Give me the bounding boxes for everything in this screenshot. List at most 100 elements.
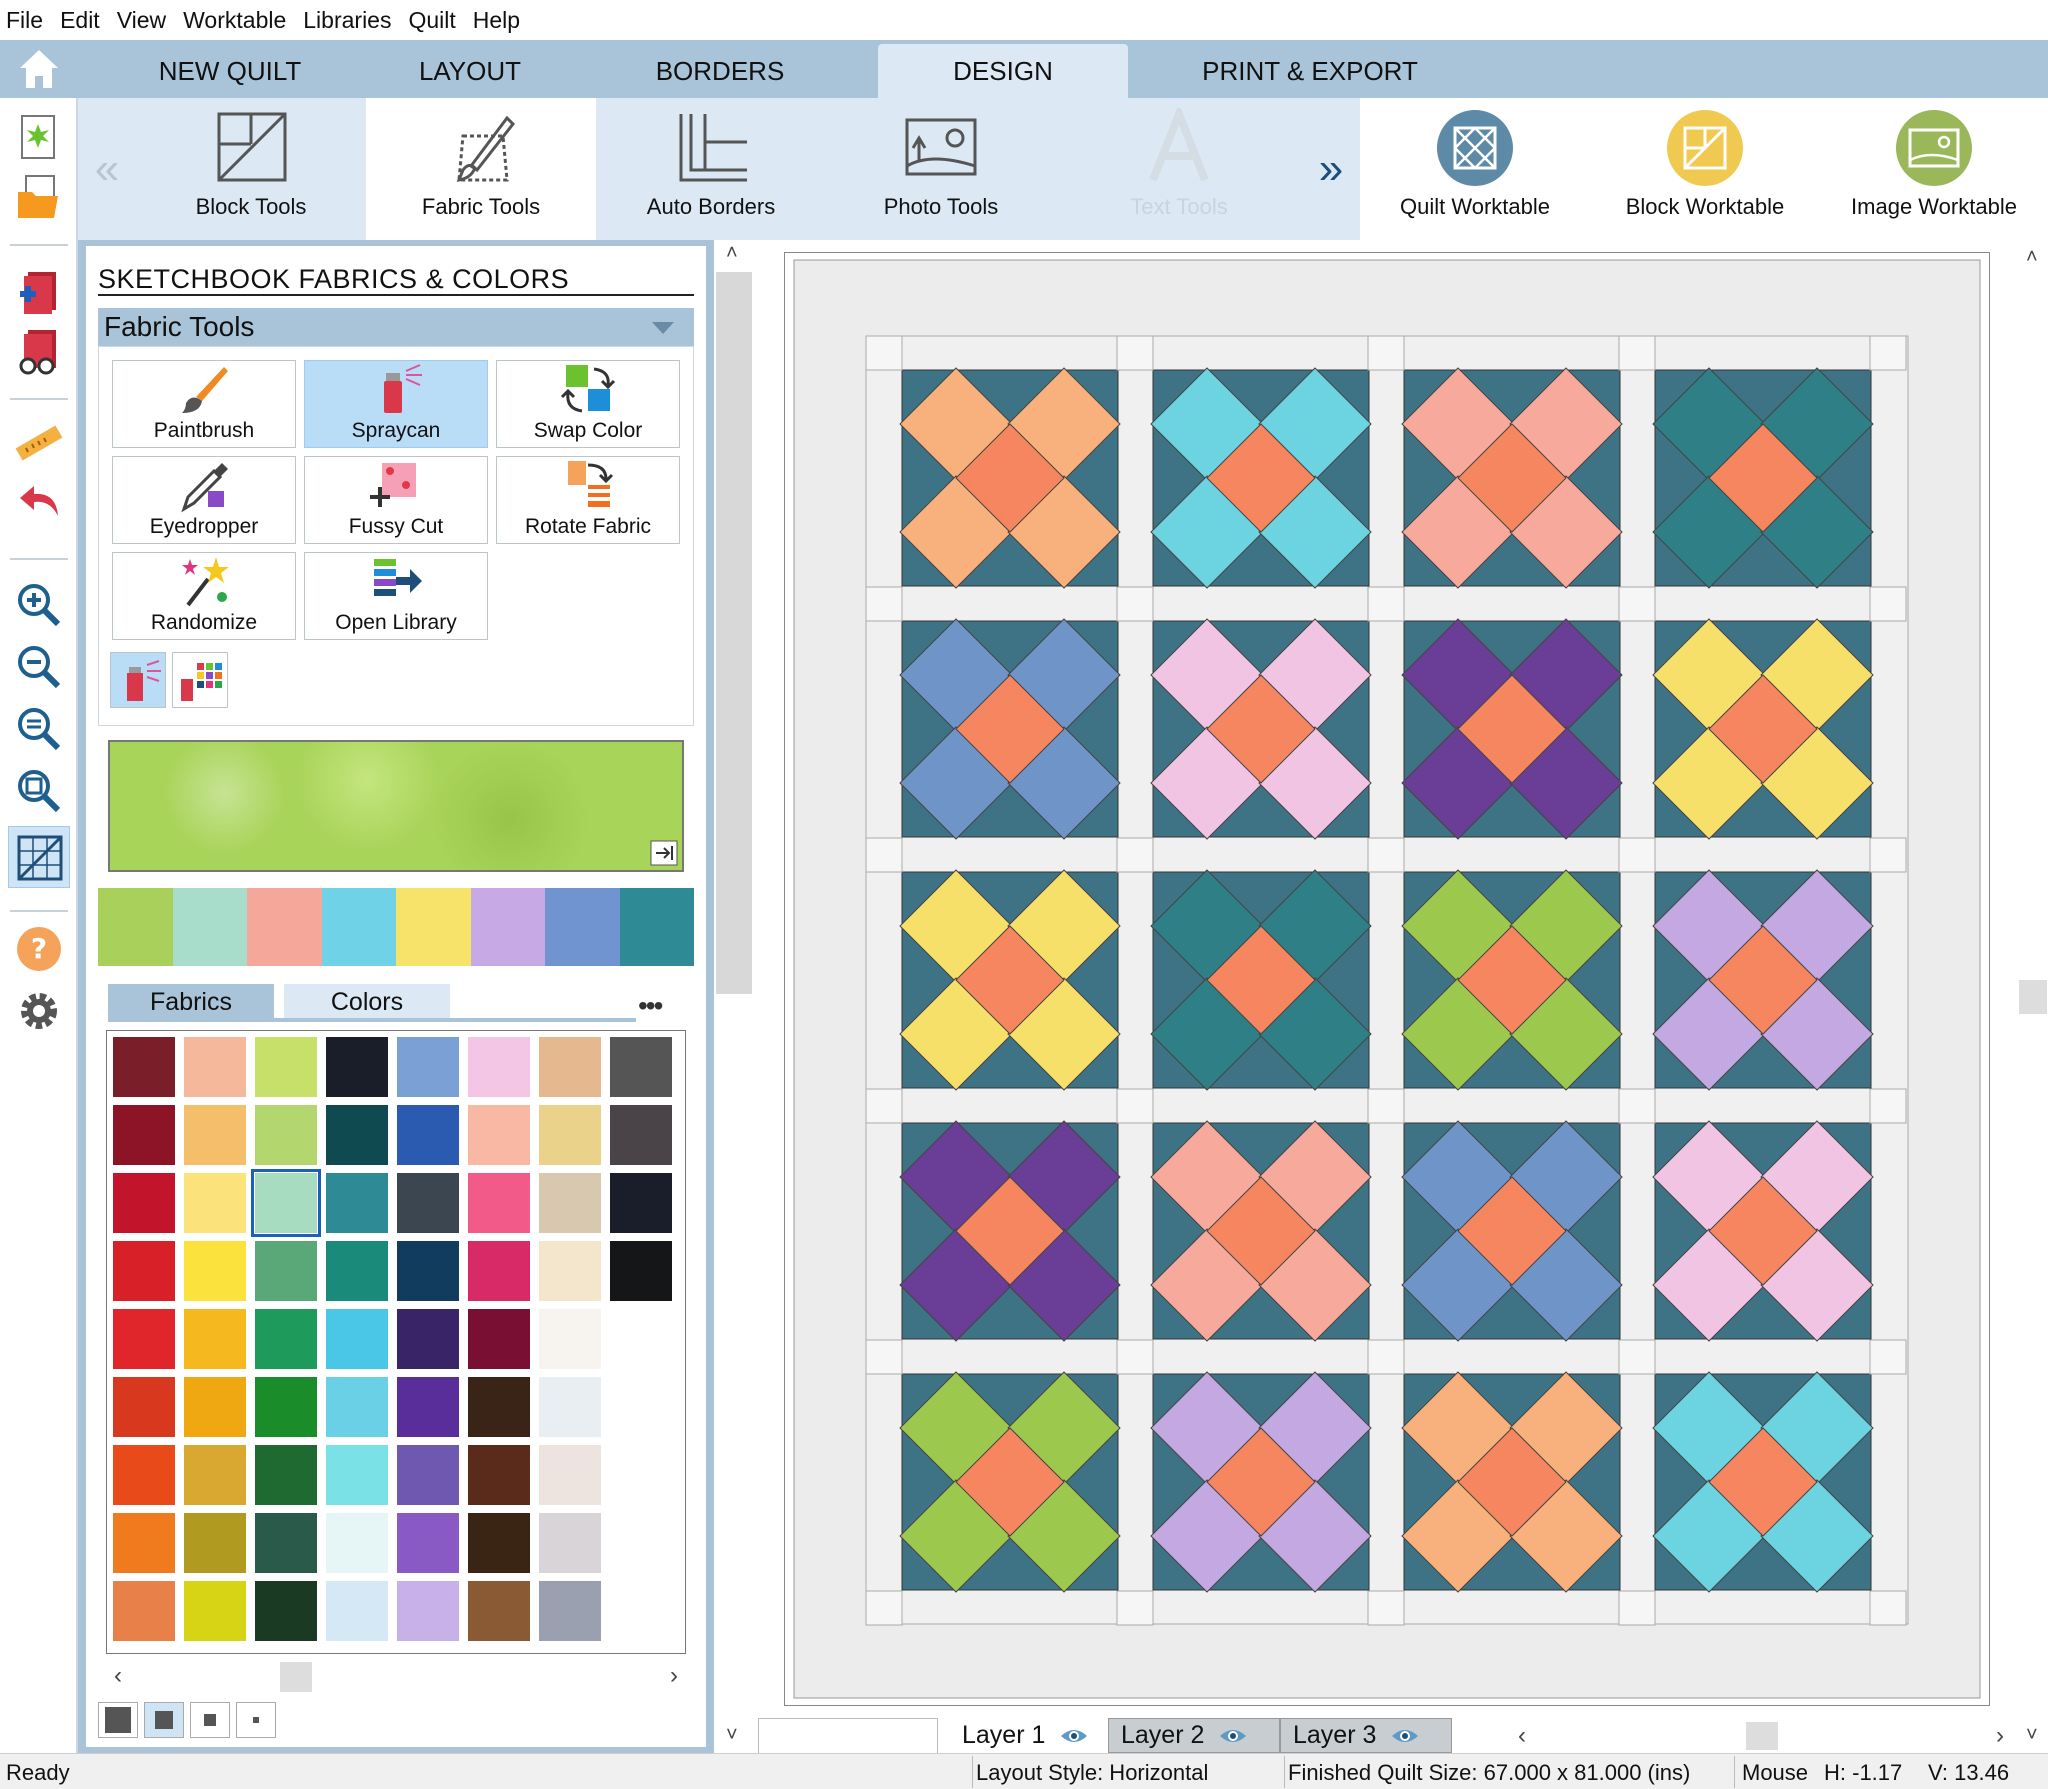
fabric-swatch[interactable] bbox=[610, 1173, 672, 1233]
fabric-swatch[interactable] bbox=[255, 1513, 317, 1573]
fabric-swatch[interactable] bbox=[397, 1581, 459, 1641]
swatch-size-medium[interactable] bbox=[190, 1702, 230, 1738]
quilt-center-patch[interactable] bbox=[955, 1176, 1065, 1286]
fabric-swatch[interactable] bbox=[397, 1037, 459, 1097]
fabric-swatch[interactable] bbox=[397, 1309, 459, 1369]
menu-view[interactable]: View bbox=[116, 6, 167, 33]
fabric-swatch[interactable] bbox=[539, 1513, 601, 1573]
recent-fabric-swatch[interactable] bbox=[172, 888, 247, 966]
fabric-swatch[interactable] bbox=[184, 1037, 246, 1097]
menu-file[interactable]: File bbox=[6, 6, 44, 33]
fabric-swatch[interactable] bbox=[468, 1445, 530, 1505]
fabric-swatch[interactable] bbox=[326, 1173, 388, 1233]
eye-icon[interactable] bbox=[1218, 1726, 1248, 1746]
recent-fabric-swatch[interactable] bbox=[247, 888, 322, 966]
block-tools-button[interactable]: Block Tools bbox=[136, 98, 366, 240]
layer-3-tab[interactable]: Layer 3 bbox=[1280, 1718, 1452, 1753]
add-to-sketchbook-icon[interactable] bbox=[14, 268, 64, 318]
quilt-center-patch[interactable] bbox=[1457, 423, 1567, 533]
quilt-center-patch[interactable] bbox=[955, 925, 1065, 1035]
fabric-tools-button[interactable]: Fabric Tools bbox=[366, 98, 596, 240]
quilt-cornerstone[interactable] bbox=[1618, 586, 1656, 622]
eyedropper-tool[interactable]: Eyedropper bbox=[112, 456, 296, 544]
quilt-cornerstone[interactable] bbox=[1367, 1590, 1405, 1626]
quilt-center-patch[interactable] bbox=[1206, 1427, 1316, 1537]
zoom-refresh-icon[interactable] bbox=[14, 766, 64, 816]
fabric-swatch[interactable] bbox=[326, 1377, 388, 1437]
quilt-center-patch[interactable] bbox=[1206, 925, 1316, 1035]
fabric-swatch[interactable] bbox=[255, 1309, 317, 1369]
recent-fabric-swatch[interactable] bbox=[396, 888, 471, 966]
fabric-swatch[interactable] bbox=[397, 1105, 459, 1165]
quilt-center-patch[interactable] bbox=[1708, 674, 1818, 784]
worktable-horizontal-scrollbar[interactable]: ‹ › bbox=[1510, 1720, 2010, 1752]
quilt-cornerstone[interactable] bbox=[1869, 335, 1907, 371]
quilt-cornerstone[interactable] bbox=[865, 586, 903, 622]
quilt-worktable-button[interactable]: Quilt Worktable bbox=[1360, 98, 1590, 240]
quilt-design[interactable] bbox=[784, 252, 1990, 1706]
ribbon-next-button[interactable]: » bbox=[1302, 98, 1360, 240]
fabric-swatch[interactable] bbox=[468, 1173, 530, 1233]
quilt-center-patch[interactable] bbox=[955, 674, 1065, 784]
settings-icon[interactable] bbox=[14, 986, 64, 1036]
worktable-scroll-down-icon[interactable]: ˅ bbox=[2026, 1724, 2038, 1746]
new-icon[interactable] bbox=[14, 112, 64, 162]
fabric-swatch[interactable] bbox=[184, 1173, 246, 1233]
zoom-fit-icon[interactable] bbox=[14, 704, 64, 754]
quilt-center-patch[interactable] bbox=[1457, 925, 1567, 1035]
worktable-hscroll-thumb[interactable] bbox=[1746, 1722, 1778, 1750]
quilt-cornerstone[interactable] bbox=[1367, 1088, 1405, 1124]
quilt-cornerstone[interactable] bbox=[1869, 586, 1907, 622]
fabric-swatch[interactable] bbox=[397, 1377, 459, 1437]
tab-layout[interactable]: LAYOUT bbox=[418, 55, 522, 86]
scroll-down-icon[interactable]: ˅ bbox=[726, 1724, 738, 1746]
fabric-swatch[interactable] bbox=[610, 1105, 672, 1165]
fabric-swatch[interactable] bbox=[184, 1581, 246, 1641]
recent-fabric-swatch[interactable] bbox=[321, 888, 396, 966]
quilt-center-patch[interactable] bbox=[1457, 674, 1567, 784]
quilt-center-patch[interactable] bbox=[1206, 674, 1316, 784]
quilt-center-patch[interactable] bbox=[1457, 1427, 1567, 1537]
fabric-swatch[interactable] bbox=[184, 1377, 246, 1437]
recent-fabric-swatch[interactable] bbox=[470, 888, 545, 966]
fabric-swatch[interactable] bbox=[255, 1241, 317, 1301]
fabric-swatch[interactable] bbox=[255, 1445, 317, 1505]
swatch-size-small[interactable] bbox=[236, 1702, 276, 1738]
swatch-size-large[interactable] bbox=[144, 1702, 184, 1738]
fabric-swatch[interactable] bbox=[184, 1105, 246, 1165]
fabric-swatch[interactable] bbox=[326, 1241, 388, 1301]
quilt-center-patch[interactable] bbox=[1708, 1427, 1818, 1537]
fabric-swatch[interactable] bbox=[539, 1105, 601, 1165]
tab-colors[interactable]: Colors bbox=[284, 984, 450, 1020]
fabric-swatch[interactable] bbox=[113, 1037, 175, 1097]
quilt-cornerstone[interactable] bbox=[1367, 586, 1405, 622]
fabric-swatch[interactable] bbox=[397, 1173, 459, 1233]
worktable-scroll-thumb[interactable] bbox=[2019, 980, 2047, 1014]
recent-fabric-swatch[interactable] bbox=[619, 888, 694, 966]
swatch-horizontal-scrollbar[interactable]: ‹ › bbox=[106, 1660, 686, 1694]
fabric-swatch[interactable] bbox=[184, 1445, 246, 1505]
menu-quilt[interactable]: Quilt bbox=[408, 6, 456, 33]
quilt-cornerstone[interactable] bbox=[865, 335, 903, 371]
quilt-cornerstone[interactable] bbox=[1116, 837, 1154, 873]
fabric-swatch[interactable] bbox=[468, 1513, 530, 1573]
layer-1-tab[interactable]: Layer 1 bbox=[950, 1718, 1108, 1753]
quilt-center-patch[interactable] bbox=[1708, 423, 1818, 533]
fabric-swatch[interactable] bbox=[610, 1241, 672, 1301]
tab-design[interactable]: DESIGN bbox=[878, 44, 1128, 98]
quilt-cornerstone[interactable] bbox=[1618, 837, 1656, 873]
recent-fabric-swatch[interactable] bbox=[98, 888, 173, 966]
fabric-swatch[interactable] bbox=[184, 1309, 246, 1369]
fabric-swatch[interactable] bbox=[397, 1241, 459, 1301]
eye-icon[interactable] bbox=[1059, 1726, 1089, 1746]
fabric-swatch[interactable] bbox=[255, 1377, 317, 1437]
more-options-button[interactable]: ••• bbox=[638, 990, 663, 1021]
panel-scroll-thumb[interactable] bbox=[716, 272, 752, 994]
worktable-scroll-right-icon[interactable]: › bbox=[1996, 1722, 2004, 1749]
randomize-tool[interactable]: Randomize bbox=[112, 552, 296, 640]
view-sketchbook-icon[interactable] bbox=[14, 326, 64, 376]
fussy-cut-tool[interactable]: Fussy Cut bbox=[304, 456, 488, 544]
fabric-swatch[interactable] bbox=[326, 1105, 388, 1165]
image-worktable-button[interactable]: Image Worktable bbox=[1820, 98, 2048, 240]
menu-worktable[interactable]: Worktable bbox=[183, 6, 287, 33]
